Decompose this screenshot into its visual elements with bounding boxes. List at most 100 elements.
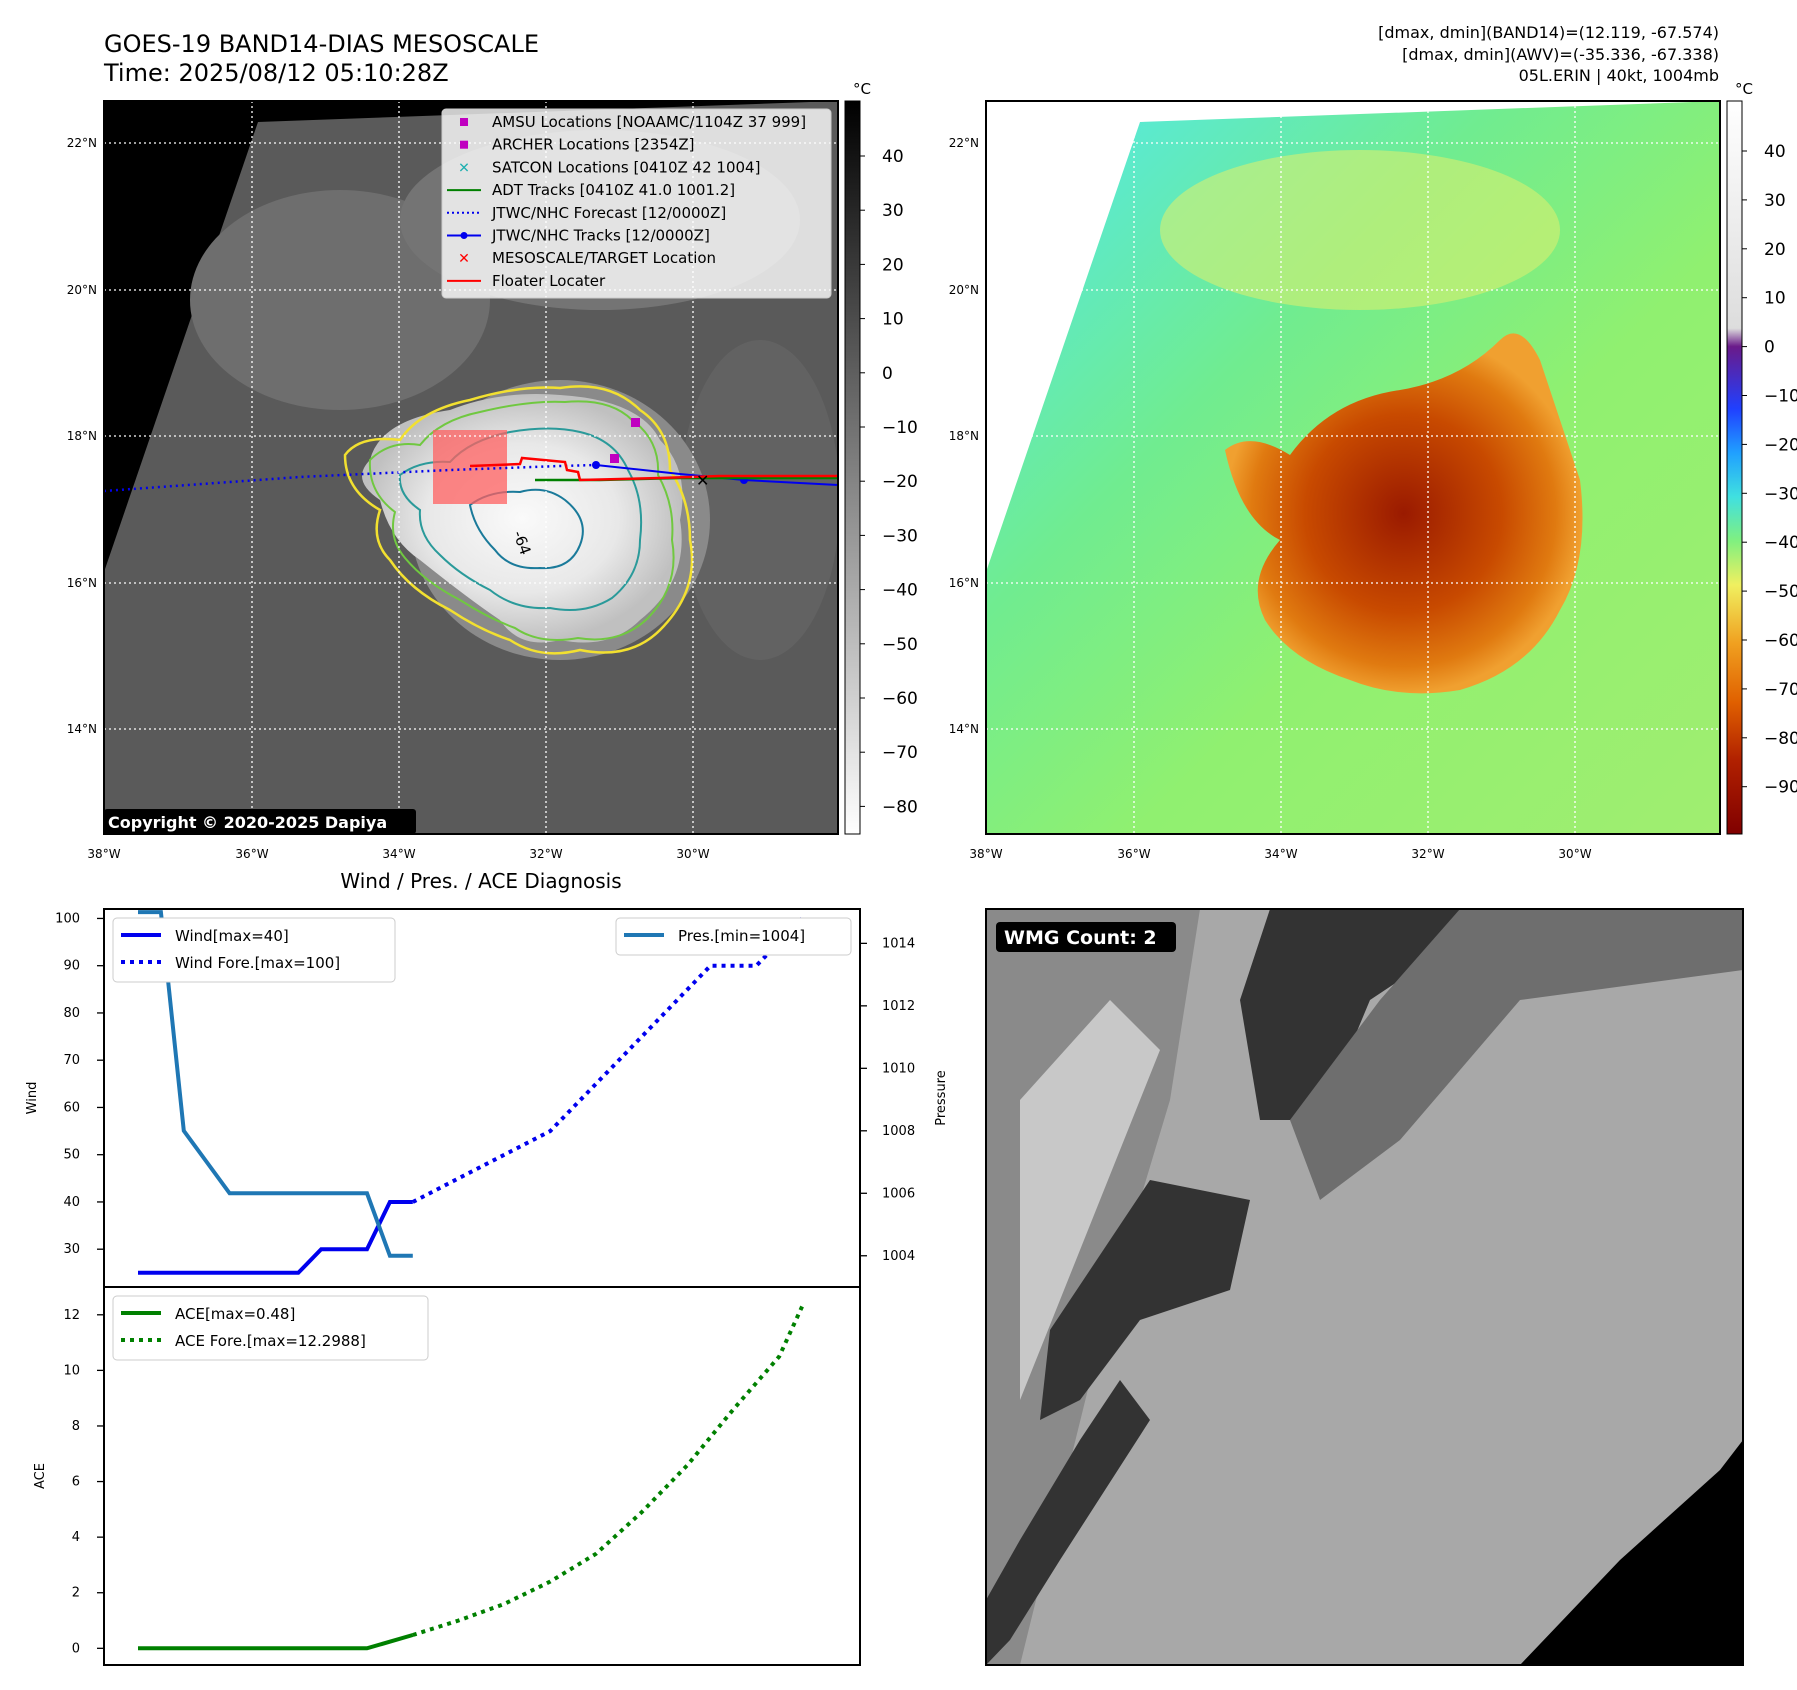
wmg-bright-zone xyxy=(1020,1000,1160,1400)
ace-ylabel: ACE xyxy=(33,1463,48,1489)
y-tick-label: 6 xyxy=(72,1475,80,1490)
legend-entry-label: ADT Tracks [0410Z 41.0 1001.2] xyxy=(492,181,735,199)
awv-colorbar xyxy=(1726,100,1743,835)
wmg-label: WMG Count: 2 xyxy=(1004,927,1157,949)
lat-tick-label: 20°N xyxy=(67,283,97,297)
pres-legend: Pres.[min=1004] xyxy=(615,917,852,956)
y-tick-label: 4 xyxy=(72,1530,80,1545)
dmax-awv: [dmax, dmin](AWV)=(-35.336, -67.338) xyxy=(1402,45,1719,64)
ir-panel: -64 ✕ xyxy=(67,80,918,861)
ace-legend-label: ACE[max=0.48] xyxy=(175,1305,295,1323)
y-tick-label: 1010 xyxy=(882,1061,915,1076)
lon-tick-label: 36°W xyxy=(1117,847,1150,861)
y-tick-label: 1012 xyxy=(882,999,915,1014)
ace-legend: ACE[max=0.48] ACE Fore.[max=12.2988] xyxy=(112,1295,429,1361)
ir-contour-core xyxy=(468,488,584,570)
y-tick-label: 90 xyxy=(63,959,80,974)
colorbar-tick-label: 10 xyxy=(1764,289,1786,309)
y-tick-label: 0 xyxy=(72,1641,80,1656)
pressure-ylabel: Pressure xyxy=(934,1070,949,1126)
series-line xyxy=(411,917,804,1204)
colorbar-tick-label: −80 xyxy=(1764,729,1797,749)
awv-storm xyxy=(1225,333,1583,694)
legend-entry-label: MESOSCALE/TARGET Location xyxy=(492,249,716,267)
ace-fore-legend-label: ACE Fore.[max=12.2988] xyxy=(175,1332,366,1350)
ace-legend-box xyxy=(112,1295,429,1361)
ir-target-marker: ✕ xyxy=(696,471,709,490)
series-line xyxy=(138,1633,414,1651)
y-tick-label: 70 xyxy=(63,1053,80,1068)
legend-marker-dot xyxy=(460,232,468,239)
y-tick-label: 50 xyxy=(63,1148,80,1163)
storm-info: 05L.ERIN | 40kt, 1004mb xyxy=(1519,66,1719,85)
legend-entry-label: JTWC/NHC Tracks [12/0000Z] xyxy=(491,227,710,245)
wind-legend-label: Wind[max=40] xyxy=(175,927,289,945)
colorbar-tick-label: −20 xyxy=(1764,435,1797,455)
legend-marker: ✕ xyxy=(458,251,470,267)
lat-tick-label: 20°N xyxy=(949,283,979,297)
copyright-text: Copyright © 2020-2025 Dapiya xyxy=(108,813,387,832)
series-line xyxy=(138,910,413,1258)
ir-floater-track xyxy=(469,456,838,482)
colorbar-tick-label: 10 xyxy=(882,310,904,330)
colorbar-tick-label: −40 xyxy=(1764,533,1797,553)
ir-mesoscale-box xyxy=(433,430,507,504)
lon-tick-label: 38°W xyxy=(87,847,120,861)
y-tick-label: 80 xyxy=(63,1006,80,1021)
colorbar-tick-label: −70 xyxy=(882,743,918,763)
series-line xyxy=(412,1305,804,1637)
y-tick-label: 12 xyxy=(63,1308,80,1323)
y-tick-label: 1004 xyxy=(882,1249,915,1264)
lon-tick-label: 32°W xyxy=(1411,847,1444,861)
y-tick-label: 1008 xyxy=(882,1124,915,1139)
lat-tick-label: 18°N xyxy=(949,429,979,443)
legend-entry-label: Floater Locater xyxy=(492,272,606,290)
wmg-black-corner xyxy=(1520,1440,1743,1665)
colorbar-tick-label: −60 xyxy=(1764,631,1797,651)
y-tick-label: 40 xyxy=(63,1195,80,1210)
colorbar-tick-label: −30 xyxy=(1764,484,1797,504)
series-line xyxy=(138,1200,413,1275)
legend-entry-label: JTWC/NHC Forecast [12/0000Z] xyxy=(491,204,726,222)
colorbar-tick-label: 20 xyxy=(1764,240,1786,260)
legend-entry-label: SATCON Locations [0410Z 42 1004] xyxy=(492,158,760,176)
colorbar-tick-label: −40 xyxy=(882,581,918,601)
wmg-dark-band-north xyxy=(1240,909,1460,1120)
lat-tick-label: 18°N xyxy=(67,429,97,443)
figure-title: GOES-19 BAND14-DIAS MESOSCALE xyxy=(104,30,539,58)
colorbar-tick-label: 0 xyxy=(882,364,893,384)
awv-gridlines xyxy=(986,101,1720,834)
wmg-gray-zone xyxy=(1290,909,1743,1200)
pres-legend-label: Pres.[min=1004] xyxy=(678,927,805,945)
ir-legend-box xyxy=(441,108,832,299)
dmax-band14: [dmax, dmin](BAND14)=(12.119, -67.574) xyxy=(1378,23,1719,42)
ir-cloud-east xyxy=(680,340,838,660)
legend-entry-label: AMSU Locations [NOAAMC/1104Z 37 999] xyxy=(492,113,806,131)
colorbar-tick-label: −20 xyxy=(882,472,918,492)
colorbar-tick-label: −10 xyxy=(1764,387,1797,407)
wind-legend: Wind[max=40] Wind Fore.[max=100] xyxy=(112,917,396,983)
lat-tick-label: 22°N xyxy=(949,136,979,150)
legend-marker xyxy=(460,118,468,126)
y-tick-label: 10 xyxy=(63,1363,80,1378)
diagnosis-title: Wind / Pres. / ACE Diagnosis xyxy=(340,869,621,893)
y-tick-label: 2 xyxy=(72,1586,80,1601)
wmg-dark-band-south xyxy=(986,1380,1150,1665)
colorbar-tick-label: −10 xyxy=(882,418,918,438)
colorbar-tick-label: −50 xyxy=(882,635,918,655)
wmg-frame xyxy=(985,908,1744,1666)
wind-ylabel: Wind xyxy=(25,1082,40,1115)
ir-colorbar-unit: °C xyxy=(853,80,871,98)
lon-tick-label: 34°W xyxy=(382,847,415,861)
lat-tick-label: 16°N xyxy=(67,576,97,590)
colorbar-tick-label: 40 xyxy=(1764,142,1786,162)
legend-marker xyxy=(460,140,468,149)
diagnosis-panel: Wind / Pres. / ACE Diagnosis Wind Pressu… xyxy=(25,869,949,1666)
colorbar-tick-label: −90 xyxy=(1764,778,1797,798)
ir-legend: AMSU Locations [NOAAMC/1104Z 37 999] ARCH… xyxy=(441,108,832,299)
lat-tick-label: 14°N xyxy=(949,722,979,736)
awv-panel: °C 403020100−10−20−30−40−50−60−70−80−90 … xyxy=(949,80,1797,861)
legend-entry-label: ARCHER Locations [2354Z] xyxy=(492,136,695,154)
ir-archer-marker xyxy=(610,454,619,463)
